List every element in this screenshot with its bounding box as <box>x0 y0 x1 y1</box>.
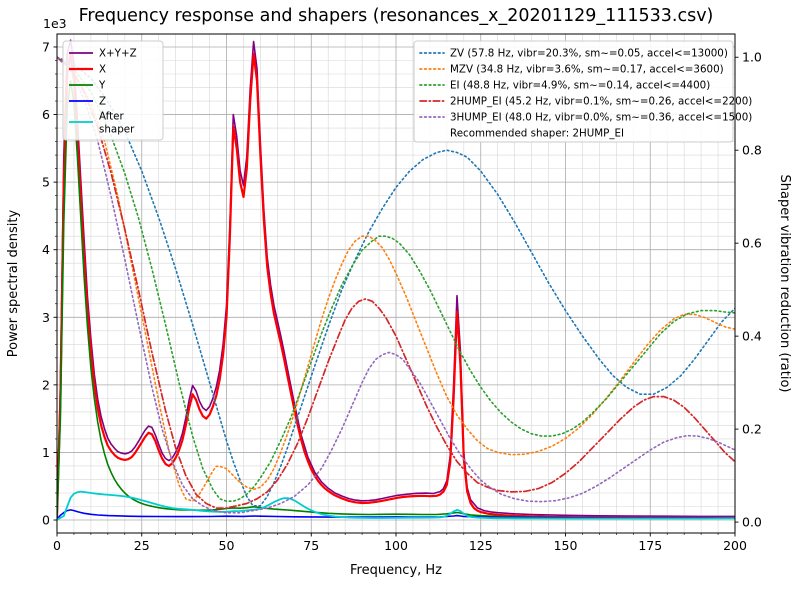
x-tick-label: 75 <box>303 538 319 553</box>
x-tick-label: 200 <box>723 538 747 553</box>
legend-label: X+Y+Z <box>99 48 137 60</box>
x-tick-label: 0 <box>53 538 61 553</box>
series-ei <box>57 56 735 502</box>
x-tick-label: 25 <box>134 538 150 553</box>
series-y <box>57 80 735 519</box>
legend-label: ZV (57.8 Hz, vibr=20.3%, sm~=0.05, accel… <box>450 48 728 60</box>
legend-shapers-frame <box>413 40 734 143</box>
series-3hump-ei <box>57 56 735 514</box>
legend-label: 3HUMP_EI (48.0 Hz, vibr=0.0%, sm~=0.36, … <box>450 112 752 124</box>
y-right-tick-label: 0.0 <box>742 515 762 530</box>
x-tick-label: 125 <box>469 538 493 553</box>
y-left-tick-label: 6 <box>42 107 50 122</box>
tick-labels: 0 25 50 75 100 125 150 175 200 0 1 2 3 4 5 6 7 0.0 0.2 0.4 0… <box>42 39 762 553</box>
y-right-axis-label: Shaper vibration reduction (ratio) <box>777 175 792 393</box>
y-right-tick-label: 1.0 <box>742 50 762 65</box>
chart-title: Frequency response and shapers (resonanc… <box>79 6 714 26</box>
legend-psd-frame <box>62 40 164 141</box>
legend-label: shaper <box>99 124 135 136</box>
y-left-axis-label: Power spectral density <box>6 209 21 357</box>
y-right-tick-label: 0.6 <box>742 236 762 251</box>
legend-label: X <box>99 64 106 76</box>
x-tick-label: 100 <box>384 538 408 553</box>
x-tick-label: 50 <box>219 538 235 553</box>
y-left-tick-label: 3 <box>42 310 50 325</box>
y-left-tick-label: 4 <box>42 242 50 257</box>
tick-marks <box>53 46 739 537</box>
y-left-tick-label: 7 <box>42 39 50 54</box>
x-tick-label: 150 <box>554 538 578 553</box>
y-right-tick-label: 0.4 <box>742 329 762 344</box>
x-tick-label: 175 <box>638 538 662 553</box>
legend-label: MZV (34.8 Hz, vibr=3.6%, sm~=0.17, accel… <box>450 64 724 76</box>
y-left-tick-label: 5 <box>42 175 50 190</box>
legend-label: After <box>99 111 124 123</box>
x-axis-label: Frequency, Hz <box>350 563 442 578</box>
series-mzv <box>57 56 735 502</box>
y-right-tick-label: 0.2 <box>742 422 762 437</box>
series-after-shaper <box>57 490 735 521</box>
series-x <box>57 52 735 519</box>
legend-label: EI (48.8 Hz, vibr=4.9%, sm~=0.14, accel<… <box>450 80 710 92</box>
legend-label: 2HUMP_EI (45.2 Hz, vibr=0.1%, sm~=0.26, … <box>450 96 752 108</box>
legend-shapers: ZV (57.8 Hz, vibr=20.3%, sm~=0.05, accel… <box>413 40 752 143</box>
y-left-tick-label: 0 <box>42 513 50 528</box>
legend-label: Z <box>99 96 106 108</box>
y-left-offset-text: 1e3 <box>43 16 67 31</box>
legend-recommended-note: Recommended shaper: 2HUMP_EI <box>450 128 624 140</box>
series-zv <box>57 56 735 507</box>
legend-label: Y <box>98 80 106 92</box>
y-left-tick-label: 1 <box>42 445 50 460</box>
y-right-tick-label: 0.8 <box>742 143 762 158</box>
series-layer <box>57 39 735 521</box>
series-2hump-ei <box>57 56 735 509</box>
y-left-tick-label: 2 <box>42 377 50 392</box>
